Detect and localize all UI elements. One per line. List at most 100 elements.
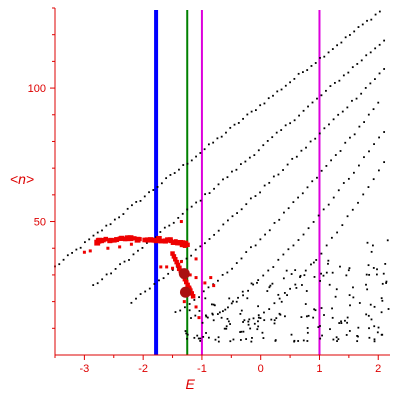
band-0-point — [79, 246, 82, 249]
band-3-point — [174, 311, 177, 313]
band-3-point — [372, 108, 375, 111]
band-3-point — [188, 303, 191, 305]
cluster-point — [257, 305, 259, 308]
highlight-arc-point — [170, 240, 176, 245]
band-1-point — [338, 79, 341, 82]
cluster-point — [357, 326, 360, 329]
band-4-point — [353, 171, 355, 174]
highlight-scatter-point — [179, 220, 183, 224]
band-5-point — [252, 317, 255, 320]
band-3-point — [320, 169, 323, 172]
cluster-point — [384, 263, 387, 265]
band-5-point — [283, 292, 286, 294]
highlight-scatter-point — [171, 266, 175, 270]
band-5-point — [310, 263, 312, 266]
band-2-point — [148, 287, 151, 290]
cluster-point — [365, 283, 367, 286]
band-4-point — [312, 221, 315, 223]
band-5-point — [320, 252, 323, 255]
band-4-point — [342, 182, 345, 184]
highlight-arc-point — [173, 239, 178, 244]
cluster-point — [312, 261, 315, 264]
cluster-point — [370, 250, 373, 253]
cluster-point — [356, 335, 359, 337]
highlight-scatter-point — [118, 245, 122, 249]
band-0-point — [246, 113, 249, 116]
band-4-point — [222, 310, 224, 313]
cluster-point — [368, 273, 371, 276]
cluster-point — [323, 314, 325, 316]
cluster-point — [204, 297, 207, 300]
band-3-point — [245, 251, 248, 253]
x-tick-label: -3 — [79, 363, 89, 375]
band-4-point — [287, 248, 290, 251]
band-1-point — [298, 114, 300, 117]
band-5-point — [257, 314, 260, 317]
cluster-point — [375, 273, 378, 276]
cluster-point — [295, 287, 298, 289]
highlight-branch-point — [173, 257, 178, 262]
cluster-point — [305, 290, 308, 292]
cluster-point — [299, 276, 301, 278]
band-4-point — [337, 189, 340, 192]
cluster-point — [243, 319, 246, 322]
cluster-point — [185, 332, 188, 335]
cluster-point — [319, 337, 322, 340]
band-1-point — [329, 85, 332, 87]
band-1-point — [163, 226, 166, 229]
band-2-point — [254, 195, 257, 197]
cluster-point — [245, 338, 248, 340]
band-0-point — [105, 224, 108, 227]
band-0-point — [297, 72, 300, 75]
band-1-point — [199, 199, 202, 202]
highlight-branch-point — [184, 279, 189, 285]
cluster-point — [338, 322, 341, 324]
cluster-point — [273, 319, 276, 322]
band-0-point — [374, 13, 377, 16]
band-4-point — [373, 143, 375, 146]
cluster-point — [376, 268, 378, 271]
cluster-point — [352, 286, 354, 289]
cluster-point — [317, 326, 320, 328]
band-2-point — [153, 283, 156, 285]
band-1-point — [119, 263, 121, 266]
x-tick-label: 2 — [375, 363, 381, 375]
band-1-point — [235, 168, 238, 171]
band-2-point — [208, 238, 211, 240]
band-2-point — [277, 173, 280, 176]
band-3-point — [207, 286, 210, 289]
band-2-point — [351, 99, 353, 102]
band-0-point — [259, 104, 262, 107]
band-5-point — [294, 283, 297, 286]
cluster-point — [202, 335, 205, 338]
band-0-point — [314, 62, 317, 64]
band-4-point — [292, 244, 295, 247]
band-2-point — [259, 191, 261, 194]
band-0-point — [96, 231, 99, 234]
band-3-point — [264, 233, 266, 236]
band-3-point — [287, 207, 290, 210]
highlight-arc-point — [114, 237, 120, 243]
band-0-point — [370, 18, 373, 21]
band-0-point — [323, 55, 326, 58]
band-3-point — [316, 176, 318, 179]
band-3-point — [325, 165, 328, 167]
band-1-point — [316, 97, 318, 100]
cluster-point — [385, 280, 388, 283]
band-0-point — [169, 174, 172, 176]
cluster-point — [220, 316, 223, 319]
highlight-arc-point — [119, 235, 125, 241]
cluster-point — [377, 326, 380, 329]
cluster-point — [367, 314, 370, 317]
band-3-point — [344, 141, 347, 144]
band-1-point — [217, 183, 220, 186]
band-3-point — [254, 244, 257, 247]
band-1-point — [271, 136, 274, 139]
highlight-arc-point — [148, 237, 154, 243]
cluster-point — [347, 269, 350, 272]
cluster-point — [253, 322, 256, 325]
band-0-point — [344, 36, 347, 39]
band-0-point — [242, 117, 244, 120]
band-1-point — [253, 154, 256, 157]
band-3-point — [358, 125, 361, 128]
